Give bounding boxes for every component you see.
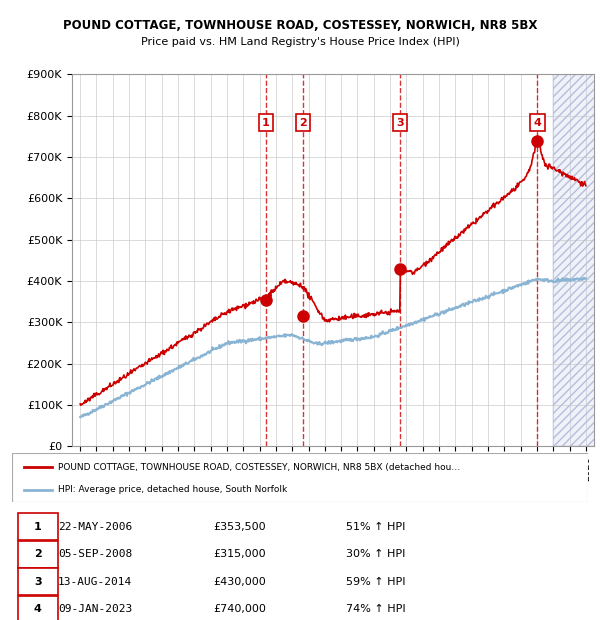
HPI xyxy=(582,275,589,282)
Text: 3: 3 xyxy=(34,577,42,587)
Line: HPI: HPI xyxy=(80,278,586,417)
Text: £430,000: £430,000 xyxy=(214,577,266,587)
Text: 2: 2 xyxy=(299,118,307,128)
Text: 2: 2 xyxy=(34,549,42,559)
HPI xyxy=(77,414,84,421)
FancyBboxPatch shape xyxy=(18,513,58,541)
Text: HPI: Average price, detached house, South Norfolk: HPI: Average price, detached house, Sout… xyxy=(58,485,287,494)
Text: 22-MAY-2006: 22-MAY-2006 xyxy=(58,521,133,532)
Bar xyxy=(553,74,600,446)
HPI xyxy=(77,414,85,421)
Text: 13-AUG-2014: 13-AUG-2014 xyxy=(58,577,133,587)
HPI xyxy=(580,274,587,281)
HPI xyxy=(371,333,378,340)
FancyBboxPatch shape xyxy=(18,541,58,568)
FancyBboxPatch shape xyxy=(18,568,58,595)
Price xyxy=(108,382,115,389)
HPI xyxy=(400,322,407,330)
Text: 1: 1 xyxy=(262,118,269,128)
Line: Price: Price xyxy=(80,143,586,405)
Price xyxy=(512,182,520,190)
Price xyxy=(77,400,84,407)
Price xyxy=(533,139,541,146)
Text: 09-JAN-2023: 09-JAN-2023 xyxy=(58,604,133,614)
Price xyxy=(582,182,589,189)
Price xyxy=(77,402,85,409)
Text: £353,500: £353,500 xyxy=(214,521,266,532)
Text: £315,000: £315,000 xyxy=(214,549,266,559)
Text: 74% ↑ HPI: 74% ↑ HPI xyxy=(346,604,406,614)
Text: 30% ↑ HPI: 30% ↑ HPI xyxy=(346,549,406,559)
Price xyxy=(384,311,391,318)
Text: £740,000: £740,000 xyxy=(214,604,266,614)
FancyBboxPatch shape xyxy=(12,453,588,502)
Text: POUND COTTAGE, TOWNHOUSE ROAD, COSTESSEY, NORWICH, NR8 5BX: POUND COTTAGE, TOWNHOUSE ROAD, COSTESSEY… xyxy=(63,19,537,32)
HPI xyxy=(108,397,115,405)
Text: 51% ↑ HPI: 51% ↑ HPI xyxy=(346,521,406,532)
HPI xyxy=(512,282,520,290)
HPI xyxy=(384,329,391,336)
Price xyxy=(461,225,468,232)
Bar xyxy=(553,74,600,446)
Text: 4: 4 xyxy=(34,604,42,614)
Price xyxy=(371,312,378,319)
Text: 05-SEP-2008: 05-SEP-2008 xyxy=(58,549,133,559)
Text: 1: 1 xyxy=(34,521,42,532)
Text: 59% ↑ HPI: 59% ↑ HPI xyxy=(346,577,406,587)
Text: POUND COTTAGE, TOWNHOUSE ROAD, COSTESSEY, NORWICH, NR8 5BX (detached hou…: POUND COTTAGE, TOWNHOUSE ROAD, COSTESSEY… xyxy=(58,463,460,472)
FancyBboxPatch shape xyxy=(18,596,58,620)
Text: Price paid vs. HM Land Registry's House Price Index (HPI): Price paid vs. HM Land Registry's House … xyxy=(140,37,460,47)
Text: 4: 4 xyxy=(533,118,541,128)
Text: 3: 3 xyxy=(396,118,404,128)
HPI xyxy=(461,302,468,309)
Price xyxy=(400,266,407,273)
